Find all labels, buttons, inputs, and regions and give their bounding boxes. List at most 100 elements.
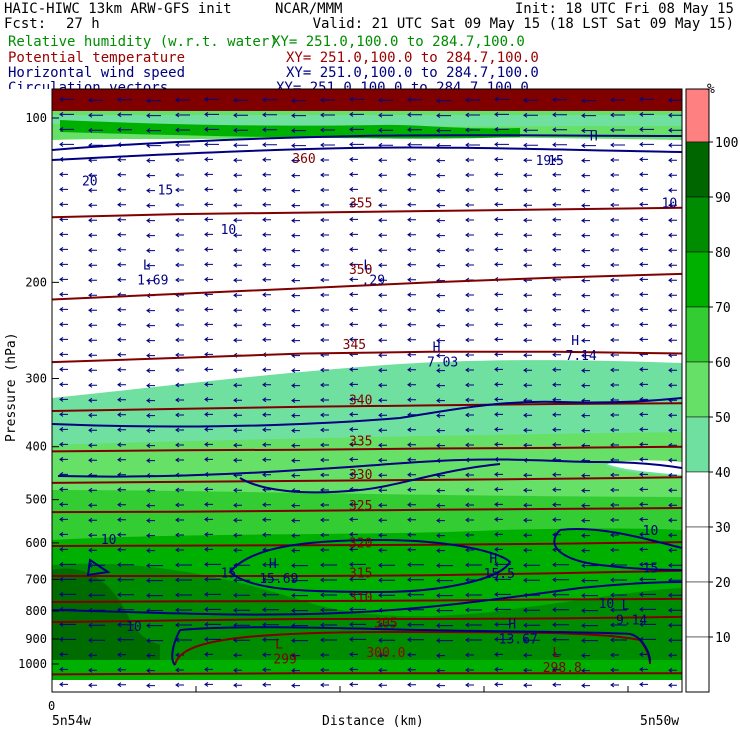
wind-vector [117,232,126,238]
wind-vector [581,593,598,599]
wind-vector [639,381,648,387]
wind-vector [88,127,103,133]
wind-vector [407,457,416,463]
wind-vector [349,381,358,387]
extremum-value: 299 [273,653,296,668]
wind-vector [59,651,68,657]
wind-vector [552,682,561,688]
wind-vector [204,531,213,537]
wind-vector [59,96,74,102]
wind-vector [465,367,474,373]
wind-vector [262,397,271,403]
wind-vector [494,621,511,627]
wind-vector [523,607,540,613]
wind-vector [59,336,68,342]
wind-vector [204,321,213,327]
wind-vector [262,517,271,523]
wind-vector [407,427,416,433]
wind-vector [668,142,682,148]
wind-vector [233,292,242,298]
wind-vector [262,562,279,568]
wind-vector [349,411,358,417]
wind-vector [291,653,300,659]
wind-vector [88,457,97,463]
wind-vector [465,652,474,658]
wind-vector [610,367,619,373]
wind-vector [117,202,126,208]
wind-vector [146,128,161,134]
wind-vector [349,531,358,537]
wind-vector [668,217,677,223]
field-label-theta: Potential temperature [8,50,186,66]
wind-vector [262,502,271,508]
wind-vector [291,458,300,464]
wind-vector [436,488,445,494]
wind-vector [407,352,416,358]
wind-label: 10 [101,533,117,548]
colorbar-segment [685,361,710,418]
wind-vector [262,172,271,178]
wind-vector [407,592,424,598]
wind-vector [175,682,184,688]
wind-vector [146,533,155,539]
wind-vector [436,158,445,164]
wind-vector [639,96,654,102]
wind-vector [581,173,590,179]
wind-vector [233,337,242,343]
wind-vector [523,232,532,238]
wind-vector [146,638,163,644]
wind-vector [146,203,155,209]
wind-vector [88,382,97,388]
wind-vector [320,172,329,178]
wind-vector [610,637,627,643]
wind-vector [59,246,68,252]
wind-vector [407,112,422,118]
wind-vector [581,638,598,644]
wind-vector [378,292,387,298]
wind-vector [639,111,654,117]
theta-label: 355 [349,197,372,212]
extremum-value: 15.69 [259,572,298,587]
colorbar-segment [685,306,710,363]
theta-contour [52,569,682,577]
wind-vector [552,187,561,193]
wind-vector [494,306,503,312]
wind-vector [581,653,590,659]
wind-vector [320,517,329,523]
wind-vector [233,667,242,673]
wind-vector [204,561,221,567]
wind-vector [291,683,300,689]
wind-vector [668,187,677,193]
wind-vector [552,367,561,373]
wind-vector [465,547,474,553]
wind-vector [494,366,503,372]
y-tick-label: 1000 [18,657,47,671]
wind-vector [552,427,561,433]
wind-vector [88,577,105,583]
wind-vector [581,503,590,509]
wind-vector [378,382,387,388]
wind-vector [117,307,126,313]
wind-vector [523,322,532,328]
wind-vector [581,488,590,494]
wind-vector [552,292,561,298]
wind-vector [320,562,337,568]
wind-vector [668,157,677,163]
wind-vector [59,111,74,117]
wind-vector [233,682,242,688]
wind-vector [233,367,242,373]
wind-vector [494,351,503,357]
extremum-marker: L [143,258,151,273]
wind-vector [639,171,648,177]
theta-label: 310 [349,591,372,606]
wind-vector [175,277,184,283]
wind-vector [320,622,337,628]
wind-vector [639,411,648,417]
wind-vector [378,322,387,328]
wind-vector [88,622,105,628]
wind-vector [378,307,387,313]
colorbar-segment [685,526,710,583]
wind-vector [320,502,329,508]
wind-vector [117,667,126,673]
wind-vector [262,157,271,163]
